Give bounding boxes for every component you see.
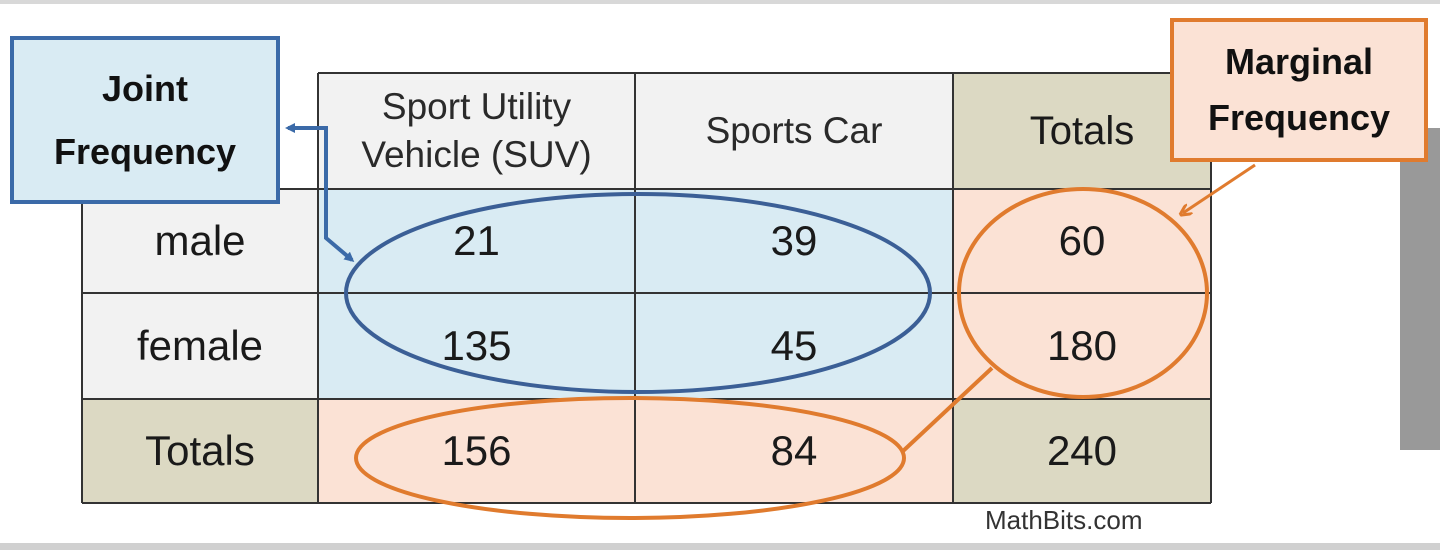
header-suv: Sport Utility Vehicle (SUV)	[318, 73, 635, 189]
cell-male-sports-car: 39	[635, 189, 953, 293]
joint-callout-line1: Joint	[102, 68, 188, 109]
header-suv-line1: Sport Utility	[381, 85, 572, 127]
bottom-border	[0, 543, 1440, 550]
header-sports-car: Sports Car	[635, 73, 953, 189]
cell-male-total: 60	[953, 189, 1211, 293]
joint-frequency-ellipse	[344, 192, 932, 394]
marginal-connector	[900, 366, 994, 454]
marginal-arrow	[1183, 163, 1256, 213]
cell-grand-total: 240	[953, 399, 1211, 503]
header-suv-line2: Vehicle (SUV)	[361, 134, 592, 175]
marginal-row-ellipse	[354, 396, 906, 520]
row-label-totals: Totals	[82, 399, 318, 503]
joint-callout-line2: Frequency	[53, 131, 237, 172]
joint-frequency-callout: Joint Frequency	[10, 36, 280, 204]
scrollbar-edge	[1400, 128, 1440, 450]
marginal-frequency-callout: Marginal Frequency	[1170, 18, 1428, 162]
marginal-column-ellipse	[957, 187, 1209, 399]
top-border	[0, 0, 1440, 4]
source-credit: MathBits.com	[985, 505, 1143, 535]
marginal-callout-line1: Marginal	[1224, 41, 1374, 83]
row-label-female: female	[82, 293, 318, 399]
row-label-male: male	[82, 189, 318, 293]
cell-total-suv: 156	[318, 399, 635, 503]
cell-female-suv: 135	[318, 293, 635, 399]
cell-female-sports-car: 45	[635, 293, 953, 399]
cell-female-total: 180	[953, 293, 1211, 399]
header-totals: Totals	[953, 73, 1211, 189]
joint-arrow	[285, 123, 355, 262]
cell-male-suv: 21	[318, 189, 635, 293]
marginal-callout-line2: Frequency	[1207, 97, 1391, 138]
